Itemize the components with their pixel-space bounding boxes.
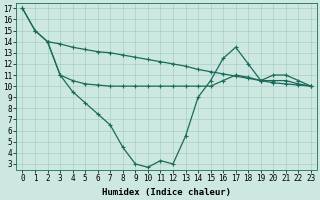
X-axis label: Humidex (Indice chaleur): Humidex (Indice chaleur) [102,188,231,197]
